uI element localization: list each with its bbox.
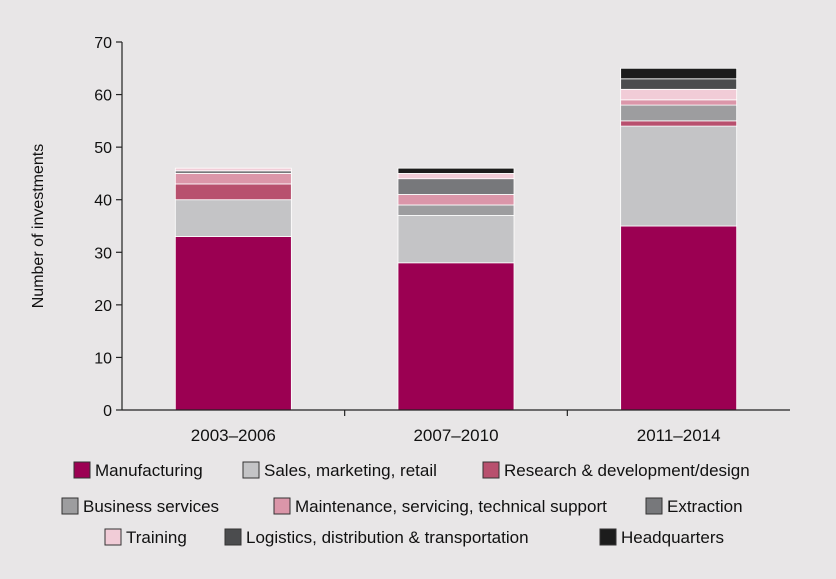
y-axis-label: Number of investments <box>30 144 47 309</box>
bar-segment <box>397 178 515 195</box>
x-category-label: 2003–2006 <box>191 426 276 445</box>
bar-segment <box>174 236 292 411</box>
bar-segment <box>620 104 738 122</box>
legend-label: Training <box>126 528 187 547</box>
legend-label: Maintenance, servicing, technical suppor… <box>295 497 607 516</box>
bar-segment <box>620 225 738 411</box>
legend-label: Logistics, distribution & transportation <box>246 528 529 547</box>
legend-swatch <box>224 528 242 546</box>
y-tick-label: 30 <box>94 245 112 262</box>
y-tick-label: 20 <box>94 298 112 315</box>
y-tick-label: 70 <box>94 35 112 52</box>
y-tick-label: 50 <box>94 140 112 157</box>
legend-label: Manufacturing <box>95 461 203 480</box>
legend-label: Extraction <box>667 497 743 516</box>
legend-swatch <box>273 497 291 515</box>
bar-segment <box>174 173 292 185</box>
bars-group <box>174 67 738 411</box>
bar-segment <box>397 215 515 264</box>
legend-label: Research & development/design <box>504 461 750 480</box>
axes-group <box>121 42 790 411</box>
legend-label: Business services <box>83 497 219 516</box>
legend-swatch <box>104 528 122 546</box>
bar-segment <box>620 88 738 101</box>
bar-segment <box>397 204 515 216</box>
y-tick-label: 60 <box>94 88 112 105</box>
y-tick-label: 40 <box>94 193 112 210</box>
bar-segment <box>397 262 515 411</box>
y-tick-label: 10 <box>94 350 112 367</box>
bar-segment <box>174 199 292 237</box>
legend-swatch <box>73 461 91 479</box>
bar-segment <box>620 67 738 80</box>
x-categories-group: 2003–2006 2007–2010 2011–2014 <box>191 410 721 445</box>
x-category-label: 2011–2014 <box>637 426 721 445</box>
bar-segment <box>397 167 515 174</box>
legend-swatch <box>242 461 260 479</box>
legend-swatch <box>61 497 79 515</box>
y-tick-label: 0 <box>103 403 112 420</box>
legend: Manufacturing Sales, marketing, retail Res… <box>61 461 750 547</box>
legend-label: Headquarters <box>621 528 724 547</box>
bar-segment <box>174 167 292 172</box>
legend-swatch <box>482 461 500 479</box>
bar-segment <box>620 125 738 227</box>
x-category-label: 2007–2010 <box>413 426 498 445</box>
bar-segment <box>397 194 515 206</box>
bar-segment <box>174 183 292 201</box>
bar-segment <box>620 99 738 106</box>
bar-segment <box>620 120 738 127</box>
y-ticks-group: 0 10 20 30 40 50 60 70 <box>94 35 122 420</box>
legend-label: Sales, marketing, retail <box>264 461 437 480</box>
bar-segment <box>397 173 515 180</box>
bar-segment <box>620 78 738 90</box>
legend-swatch <box>599 528 617 546</box>
legend-swatch <box>645 497 663 515</box>
